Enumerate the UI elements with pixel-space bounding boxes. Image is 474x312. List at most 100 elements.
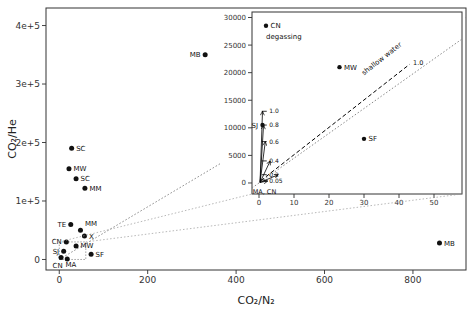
annotation: 1.0 (413, 59, 423, 67)
y-tick (42, 200, 46, 201)
inset-annotations: shallow waterdegassing1.00.80.60.40.20.0… (253, 33, 424, 196)
shallow-water-label: shallow water (360, 41, 403, 77)
y-tick-label: 1e+5 (15, 196, 40, 206)
y-tick-label: 0 (242, 179, 246, 187)
point (69, 146, 74, 151)
y-tick (248, 182, 252, 183)
point (82, 234, 87, 239)
point-label: SC (81, 175, 90, 183)
y-tick (248, 155, 252, 156)
point-label: SJ (251, 122, 258, 130)
degassing-tick (262, 111, 267, 112)
point-label: SJ (53, 248, 60, 256)
degassing-arrow (260, 125, 264, 182)
point-label: TE (57, 221, 67, 229)
x-tick (236, 270, 237, 274)
x-axis-label: CO₂/N₂ (237, 294, 274, 307)
x-tick (324, 270, 325, 274)
y-tick (248, 72, 252, 73)
point (74, 176, 79, 181)
y-tick-label: 4e+5 (15, 21, 40, 31)
point (68, 222, 73, 227)
point-label: CN (271, 22, 281, 30)
degassing-fraction-label: 0.4 (269, 157, 279, 164)
point-label: CN (52, 238, 62, 246)
degassing-tick (262, 174, 267, 175)
point-label: MB (190, 51, 201, 59)
x-tick-label: 200 (139, 275, 156, 285)
degassing-fraction-label: 1.0 (269, 107, 279, 114)
y-tick-label: 15000 (224, 97, 246, 105)
degassing-tick (262, 181, 267, 182)
inset-background (220, 10, 464, 212)
point-label: MW (344, 64, 357, 72)
degassing-fraction-label: 0.6 (269, 138, 279, 145)
chart: 020040060080001e+52e+53e+54e+5CO₂/N₂CO₂/… (0, 0, 474, 312)
point (337, 65, 341, 69)
x-tick (329, 194, 330, 198)
point (82, 186, 87, 191)
axes: 0102030405005000100001500020000250003000… (224, 12, 462, 207)
reference-line (252, 39, 462, 188)
point-label: SF (96, 251, 104, 259)
point-label: MM (85, 220, 97, 228)
x-tick (294, 194, 295, 198)
x-tick-label: 40 (395, 199, 404, 207)
y-tick-label: 2e+5 (15, 138, 40, 148)
x-tick-label: 400 (228, 275, 245, 285)
x-tick-label: 20 (325, 199, 334, 207)
plot-frame (252, 12, 462, 194)
degassing-arrow (260, 181, 268, 182)
point-label: MW (81, 242, 94, 250)
y-tick (42, 259, 46, 260)
x-tick-label: 10 (290, 199, 299, 207)
zoom-connectors (59, 194, 462, 242)
point (78, 228, 83, 233)
inset-plot-area (252, 24, 462, 188)
point-label: CN (53, 262, 63, 270)
point-label: SC (76, 145, 85, 153)
y-tick (42, 84, 46, 85)
point (74, 244, 79, 249)
y-tick-label: 0 (34, 255, 40, 265)
x-tick-label: 0 (257, 199, 261, 207)
x-tick-label: 50 (430, 199, 439, 207)
degassing-tick (262, 141, 267, 142)
degassing-fraction-label: 0.8 (269, 121, 279, 128)
x-tick (147, 270, 148, 274)
y-tick (248, 45, 252, 46)
x-tick-label: 600 (316, 275, 333, 285)
plot-frame (46, 8, 466, 270)
y-tick-label: 5000 (228, 152, 246, 160)
point-label: MB (444, 240, 455, 248)
point (203, 52, 208, 57)
y-tick-label: 25000 (224, 42, 246, 50)
x-tick (399, 194, 400, 198)
annotation: MA, CN (253, 188, 277, 196)
y-tick (42, 25, 46, 26)
point-label: X (89, 233, 94, 241)
degassing-label: degassing (266, 33, 302, 41)
x-tick-label: 800 (404, 275, 421, 285)
point (61, 249, 66, 254)
point-label: MW (73, 165, 86, 173)
y-tick (42, 142, 46, 143)
x-tick (364, 194, 365, 198)
shallow-water-line (261, 64, 410, 180)
y-tick-label: 20000 (224, 69, 246, 77)
inset (220, 10, 464, 212)
point (264, 24, 268, 28)
point-label: SF (369, 135, 377, 143)
point (260, 123, 264, 127)
zoom-connector (86, 194, 462, 242)
point-labels: CN MW SJ SF (251, 22, 377, 143)
point (66, 166, 71, 171)
axes: 020040060080001e+52e+53e+54e+5 (15, 8, 466, 285)
point (437, 241, 442, 246)
x-tick (412, 270, 413, 274)
degassing-fraction-label: 0.05 (269, 177, 283, 184)
y-tick-label: 30000 (224, 14, 246, 22)
y-tick-label: 3e+5 (15, 79, 40, 89)
point-label: MA (66, 261, 77, 269)
y-tick-label: 10000 (224, 124, 246, 132)
